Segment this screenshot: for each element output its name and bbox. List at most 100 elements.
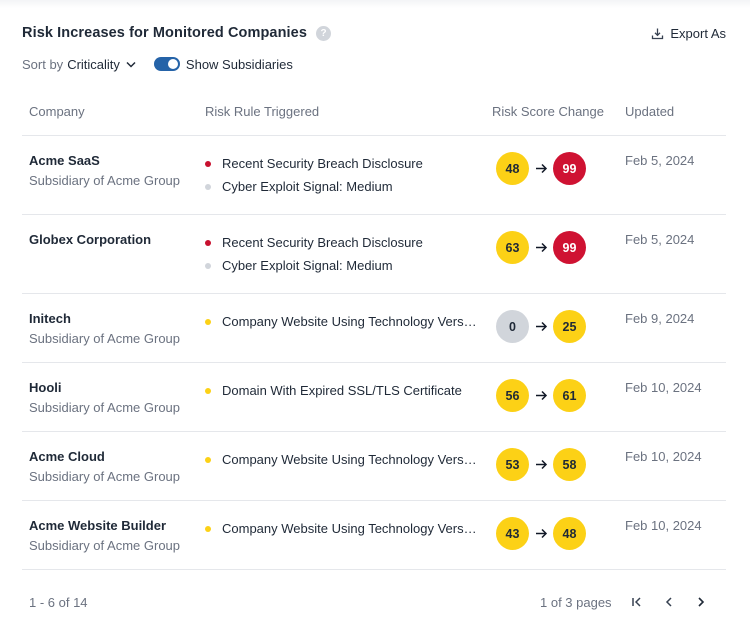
company-subtitle: Subsidiary of Acme Group	[29, 331, 181, 346]
risk-rule-text: Cyber Exploit Signal: Medium	[222, 179, 393, 194]
table-row[interactable]: Acme Website Builder Subsidiary of Acme G…	[22, 501, 726, 570]
arrow-right-icon	[529, 321, 553, 332]
toggle-label: Show Subsidiaries	[185, 56, 293, 72]
score-to-badge: 99	[553, 152, 586, 185]
card-title: Risk Increases for Monitored Companies	[22, 25, 308, 41]
severity-dot-icon	[205, 318, 211, 325]
toggle-knob	[167, 59, 178, 69]
score-to-badge: 58	[553, 448, 586, 481]
score-to-badge: 99	[553, 231, 586, 264]
score-change: 0 25	[496, 310, 586, 343]
table-body: Acme SaaS Subsidiary of Acme Group Recent …	[22, 136, 726, 570]
prev-page-button[interactable]	[661, 594, 677, 610]
score-change: 48 99	[496, 152, 586, 185]
updated-date: Feb 9, 2024	[625, 311, 695, 326]
help-icon[interactable]: ?	[316, 25, 332, 41]
severity-dot-icon	[205, 387, 211, 394]
first-page-button[interactable]	[629, 594, 645, 610]
chevron-left-icon	[665, 597, 672, 607]
pagination-footer: 1 - 6 of 14 1 of 3 pages	[22, 590, 726, 614]
download-icon	[652, 28, 664, 39]
table-row[interactable]: Hooli Subsidiary of Acme Group Domain With…	[22, 363, 726, 432]
risk-rule-text: Company Website Using Technology Version…	[222, 452, 477, 467]
sort-prefix: Sort by	[22, 56, 64, 72]
chevron-down-icon	[126, 61, 136, 68]
severity-dot-icon	[205, 160, 211, 167]
table-row[interactable]: Acme SaaS Subsidiary of Acme Group Recent …	[22, 136, 726, 215]
company-name[interactable]: Globex Corporation	[29, 232, 152, 247]
severity-dot-icon	[205, 262, 211, 269]
export-label: Export As	[670, 25, 726, 41]
risk-rule-text: Domain With Expired SSL/TLS Certificate	[222, 383, 462, 398]
severity-dot-icon	[205, 456, 211, 463]
severity-dot-icon	[205, 525, 211, 532]
risk-rule: Recent Security Breach Disclosure	[205, 235, 477, 250]
score-from-badge: 43	[496, 517, 529, 550]
controls-bar: Sort by Criticality Show Subsidiaries	[22, 55, 293, 73]
score-from-badge: 56	[496, 379, 529, 412]
table-row[interactable]: Acme Cloud Subsidiary of Acme Group Compan…	[22, 432, 726, 501]
score-change: 43 48	[496, 517, 586, 550]
risk-rule-text: Cyber Exploit Signal: Medium	[222, 258, 393, 273]
toggle-switch[interactable]	[153, 57, 180, 71]
score-to-badge: 25	[553, 310, 586, 343]
risk-table: Company Risk Rule Triggered Risk Score C…	[22, 89, 726, 570]
arrow-right-icon	[529, 163, 553, 174]
column-header-score-change[interactable]: Risk Score Change	[492, 104, 604, 119]
export-button[interactable]: Export As	[651, 26, 726, 41]
score-from-badge: 63	[496, 231, 529, 264]
score-from-badge: 0	[496, 310, 529, 343]
column-header-risk-rule[interactable]: Risk Rule Triggered	[205, 104, 320, 119]
company-subtitle: Subsidiary of Acme Group	[29, 173, 181, 188]
risk-rule: Domain With Expired SSL/TLS Certificate	[205, 383, 477, 398]
updated-date: Feb 5, 2024	[625, 232, 695, 247]
company-subtitle: Subsidiary of Acme Group	[29, 469, 181, 484]
score-from-badge: 53	[496, 448, 529, 481]
severity-dot-icon	[205, 183, 211, 190]
risk-rule: Company Website Using Technology Version…	[205, 521, 477, 536]
updated-date: Feb 5, 2024	[625, 153, 695, 168]
first-page-icon	[632, 597, 641, 607]
sort-value: Criticality	[67, 56, 120, 72]
pagination-range: 1 - 6 of 14	[29, 595, 88, 610]
updated-date: Feb 10, 2024	[625, 518, 702, 533]
score-change: 53 58	[496, 448, 586, 481]
updated-date: Feb 10, 2024	[625, 449, 702, 464]
arrow-right-icon	[529, 242, 553, 253]
score-to-badge: 48	[553, 517, 586, 550]
score-from-badge: 48	[496, 152, 529, 185]
card-header: Risk Increases for Monitored Companies ?…	[22, 23, 726, 43]
arrow-right-icon	[529, 459, 553, 470]
arrow-right-icon	[529, 528, 553, 539]
score-to-badge: 61	[553, 379, 586, 412]
subsidiaries-toggle[interactable]: Show Subsidiaries	[153, 56, 293, 72]
company-name[interactable]: Initech	[29, 311, 71, 326]
risk-rule-text: Company Website Using Technology Version…	[222, 521, 477, 536]
column-header-company[interactable]: Company	[29, 104, 85, 119]
arrow-right-icon	[529, 390, 553, 401]
column-header-updated[interactable]: Updated	[625, 104, 675, 119]
sort-dropdown[interactable]: Sort by Criticality	[22, 57, 136, 72]
severity-dot-icon	[205, 239, 211, 246]
company-name[interactable]: Acme SaaS	[29, 153, 100, 168]
risk-rule: Cyber Exploit Signal: Medium	[205, 179, 477, 194]
score-change: 63 99	[496, 231, 586, 264]
risk-rule-text: Recent Security Breach Disclosure	[222, 235, 423, 250]
chevron-right-icon	[698, 597, 705, 607]
risk-rule-text: Recent Security Breach Disclosure	[222, 156, 423, 171]
company-name[interactable]: Hooli	[29, 380, 62, 395]
pagination-pages: 1 of 3 pages	[540, 595, 612, 610]
risk-rule: Company Website Using Technology Version…	[205, 452, 477, 467]
risk-rule: Cyber Exploit Signal: Medium	[205, 258, 477, 273]
company-name[interactable]: Acme Cloud	[29, 449, 105, 464]
updated-date: Feb 10, 2024	[625, 380, 702, 395]
top-shadow	[0, 0, 750, 8]
score-change: 56 61	[496, 379, 586, 412]
next-page-button[interactable]	[693, 594, 709, 610]
table-row[interactable]: Initech Subsidiary of Acme Group Company W…	[22, 294, 726, 363]
company-subtitle: Subsidiary of Acme Group	[29, 538, 181, 553]
table-header: Company Risk Rule Triggered Risk Score C…	[22, 89, 726, 136]
table-row[interactable]: Globex Corporation Recent Security Breach…	[22, 215, 726, 294]
company-name[interactable]: Acme Website Builder	[29, 518, 167, 533]
